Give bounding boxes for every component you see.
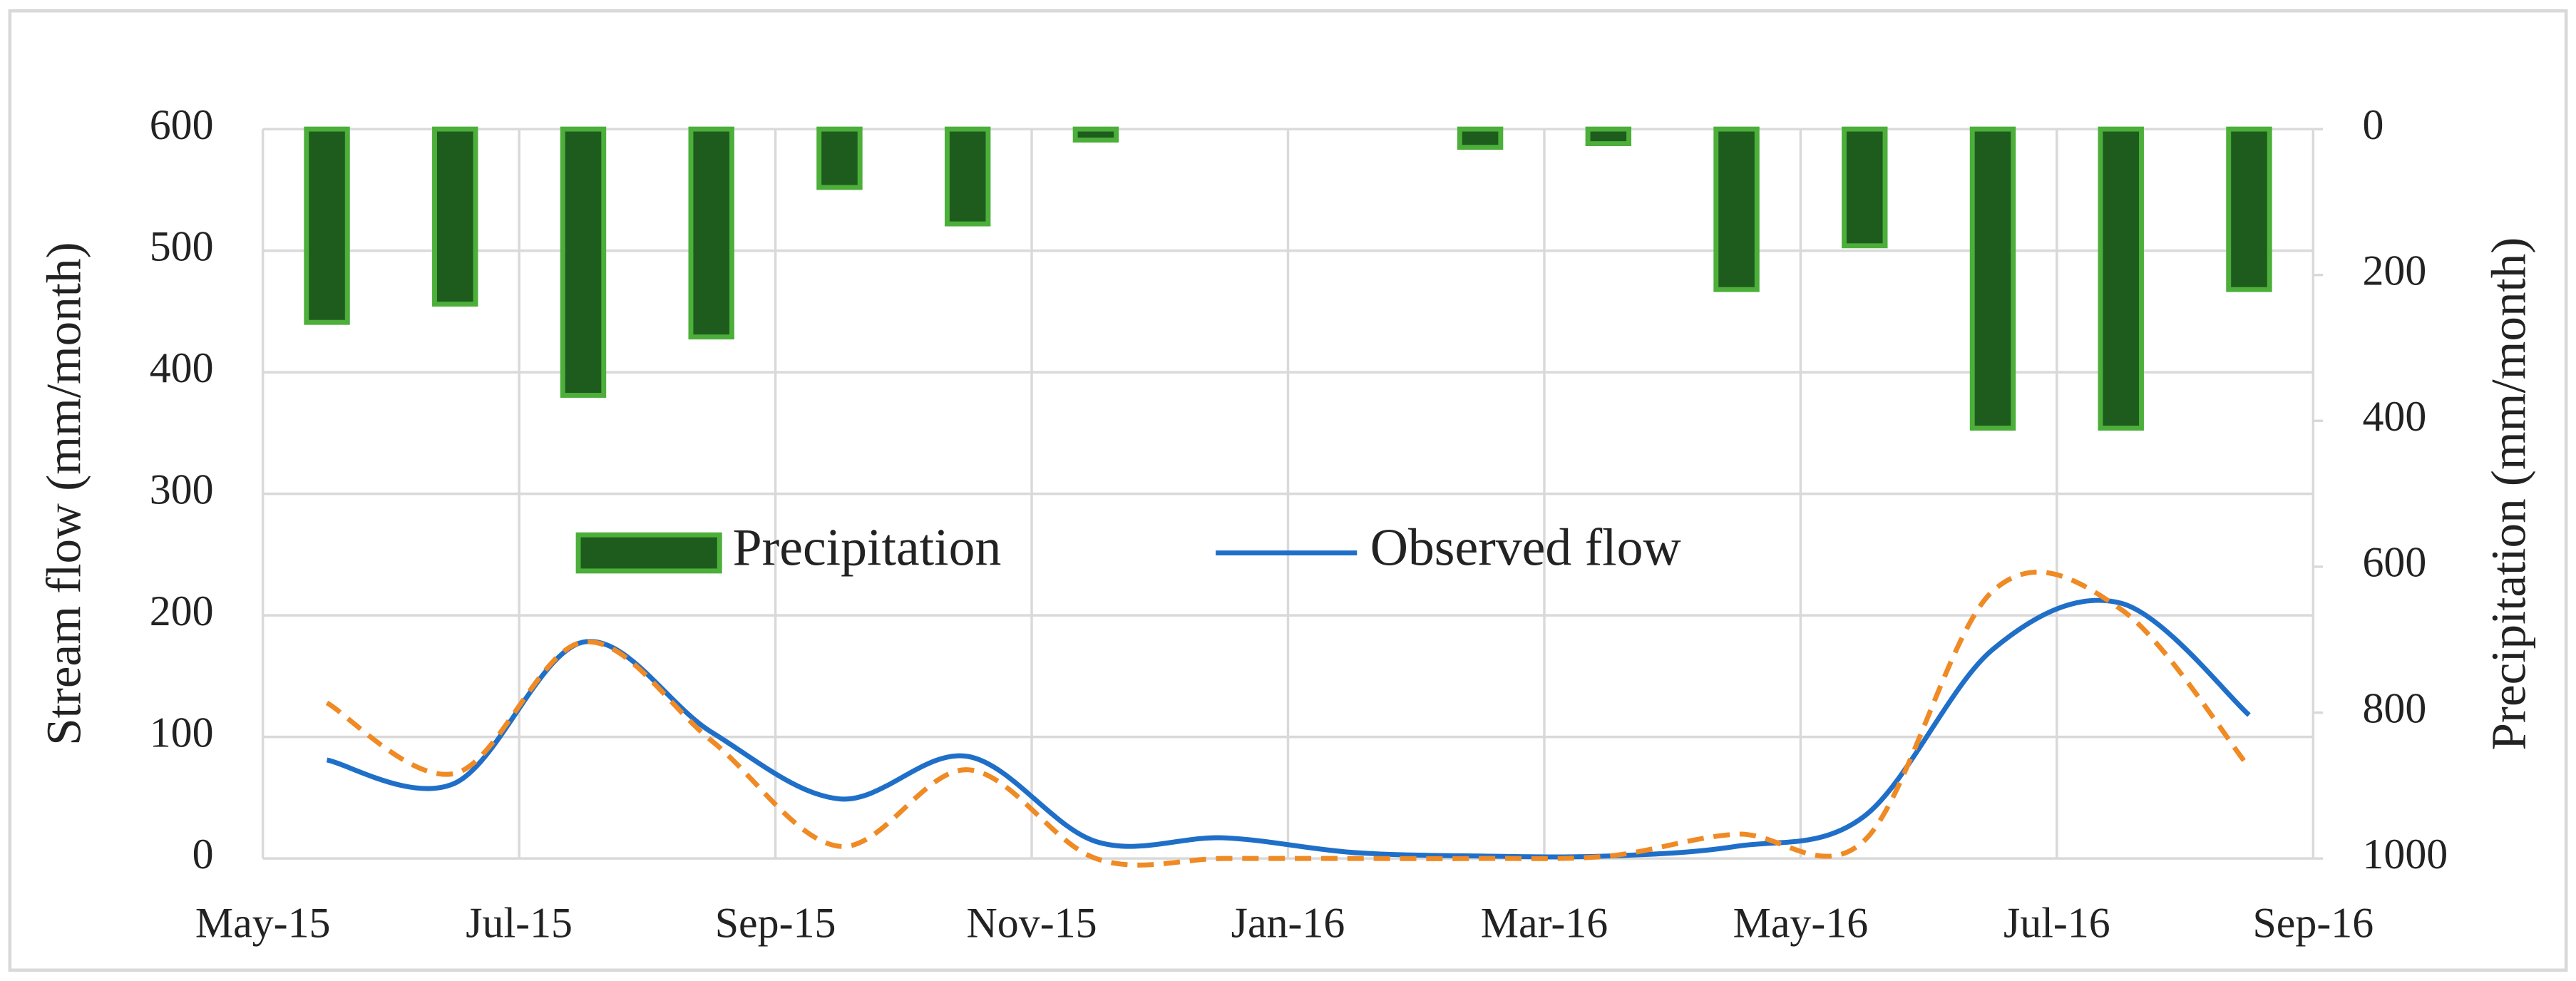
x-tick-label: Jul-16 (2003, 900, 2110, 947)
y-tick-label: 100 (150, 709, 214, 756)
bar (1713, 126, 1760, 292)
y2-tick-label: 1000 (2362, 831, 2448, 878)
x-tick-label: May-15 (195, 900, 331, 947)
bar (1072, 126, 1119, 143)
x-tick-label: Mar-16 (1481, 900, 1608, 947)
y-tick-label: 300 (150, 466, 214, 513)
y-tick-label: 0 (193, 831, 214, 878)
y2-tick-label: 0 (2362, 101, 2383, 148)
legend-label: Observed flow (1370, 518, 1681, 576)
y-axis-label: Stream flow (mm/month) (36, 242, 91, 745)
y2-tick-label: 600 (2362, 539, 2426, 586)
bar (688, 126, 734, 340)
x-tick-label: Sep-16 (2252, 900, 2374, 947)
y2-axis-label: Precipitation (mm/month) (2480, 237, 2535, 751)
y-tick-label: 200 (150, 587, 214, 635)
bar (560, 126, 607, 398)
x-tick-label: Sep-15 (715, 900, 836, 947)
bar (816, 126, 863, 190)
bar (432, 126, 478, 307)
y-tick-label: 400 (150, 344, 214, 391)
y2-tick-label: 400 (2362, 393, 2426, 440)
bar (1969, 126, 2016, 431)
y-tick-label: 500 (150, 222, 214, 269)
x-tick-label: May-16 (1733, 900, 1869, 947)
legend-swatch (575, 532, 722, 574)
y2-tick-label: 200 (2362, 247, 2426, 294)
bar (2098, 126, 2144, 431)
bar (1457, 126, 1504, 150)
legend-label: Precipitation (733, 518, 1002, 576)
x-tick-label: Jan-16 (1231, 900, 1345, 947)
bar (304, 126, 350, 325)
bar (944, 126, 991, 227)
x-tick-label: Nov-15 (967, 900, 1097, 947)
y-tick-label: 600 (150, 101, 214, 148)
bar (1585, 126, 1632, 146)
bar (2226, 126, 2272, 292)
x-tick-label: Jul-15 (466, 900, 573, 947)
y2-tick-label: 800 (2362, 684, 2426, 731)
bar (1842, 126, 1888, 249)
